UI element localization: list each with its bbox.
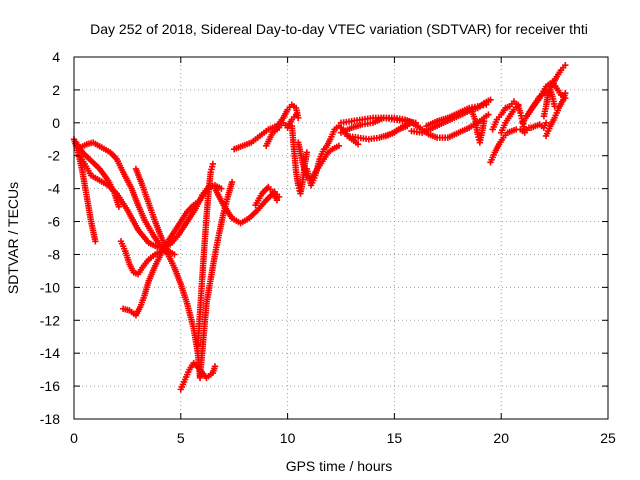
data-point [164, 247, 172, 255]
y-tick-label: -2 [48, 148, 61, 164]
plot-frame [73, 56, 609, 420]
series-track [523, 78, 569, 120]
y-tick-label: -18 [40, 411, 60, 427]
data-point [551, 103, 558, 110]
data-point [335, 142, 343, 150]
x-tick-label: 15 [387, 430, 403, 446]
y-tick-label: -8 [48, 246, 61, 262]
x-axis-label: GPS time / hours [286, 458, 393, 474]
x-tick-labels: 0 5 10 15 20 25 [70, 430, 616, 446]
y-tick-label: -14 [40, 345, 60, 361]
series-track [303, 145, 328, 189]
series-track [540, 86, 558, 120]
data-point [273, 196, 281, 204]
x-tick-label: 10 [280, 430, 296, 446]
x-tick-label: 25 [600, 430, 616, 446]
data-point [209, 160, 217, 168]
y-tick-label: -4 [48, 181, 61, 197]
series-track [194, 160, 217, 349]
y-tick-label: -12 [40, 312, 60, 328]
chart-title: Day 252 of 2018, Sidereal Day-to-day VTE… [90, 21, 588, 37]
x-tick-label: 0 [70, 430, 78, 446]
y-tick-label: 0 [52, 115, 60, 131]
y-tick-label: -6 [48, 214, 61, 230]
data-point [483, 101, 490, 108]
data-point [487, 96, 494, 103]
y-tick-label: 2 [52, 82, 60, 98]
series-track [527, 119, 550, 131]
y-tick-label: -10 [40, 279, 60, 295]
series-track [211, 185, 283, 227]
y-tick-label: 4 [52, 49, 60, 65]
data-point [92, 238, 99, 245]
series-track [542, 90, 569, 140]
data-point [562, 90, 569, 97]
data-point [354, 141, 362, 148]
y-tick-labels: -18 -16 -14 -12 -10 -8 -6 -4 -2 0 2 4 [40, 49, 60, 427]
series-track [72, 139, 123, 210]
series-track [498, 101, 522, 136]
series-track [263, 111, 300, 150]
x-tick-label: 20 [493, 430, 509, 446]
data-point [211, 363, 219, 370]
x-tick-label: 5 [177, 430, 185, 446]
data-point [171, 251, 178, 258]
data-point [303, 149, 311, 156]
data-point [115, 203, 123, 210]
data-point [218, 185, 225, 192]
series-track [337, 114, 417, 136]
series-track [119, 183, 212, 319]
data-point [228, 178, 236, 186]
series-track [132, 165, 172, 255]
data-points [70, 62, 569, 393]
data-point [295, 114, 302, 122]
data-point [292, 111, 300, 118]
data-point [485, 111, 492, 118]
data-point [562, 62, 569, 69]
data-point [515, 101, 522, 108]
data-point [275, 193, 283, 201]
series-track [252, 183, 281, 209]
data-point [542, 119, 550, 127]
data-point [521, 126, 528, 133]
data-point [480, 117, 488, 125]
series-track [468, 106, 488, 146]
series-track [487, 124, 533, 166]
y-axis-label: SDTVAR / TECUs [5, 182, 21, 294]
y-tick-label: -16 [40, 378, 60, 394]
